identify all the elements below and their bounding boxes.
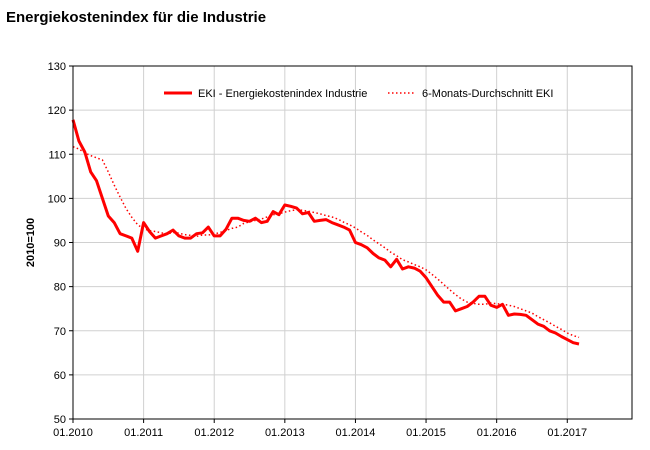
- legend-label-6-monats: 6-Monats-Durchschnitt EKI: [422, 88, 553, 100]
- series-line-6-monats: [72, 146, 580, 339]
- y-tick-label: 90: [54, 238, 66, 250]
- x-axis-tick-labels: 01.2010 01.2011 01.2012 01.2013 01.2014 01.20…: [53, 419, 587, 439]
- series-lines: [71, 119, 580, 346]
- x-tick-label: 01.2015: [406, 427, 446, 439]
- y-tick-label: 50: [54, 414, 66, 426]
- x-tick-label: 01.2012: [194, 427, 234, 439]
- x-tick-label: 01.2013: [265, 427, 305, 439]
- x-tick-label: 01.2011: [124, 427, 163, 439]
- x-tick-label: 01.2017: [547, 427, 587, 439]
- y-tick-label: 100: [48, 193, 66, 205]
- y-tick-label: 60: [54, 370, 66, 382]
- y-tick-label: 120: [48, 105, 66, 117]
- legend: EKI - Energiekostenindex Industrie 6-Mon…: [164, 88, 553, 100]
- legend-label-eki: EKI - Energiekostenindex Industrie: [198, 88, 367, 100]
- chart-title: Energiekostenindex für die Industrie: [6, 9, 267, 26]
- y-tick-label: 80: [54, 282, 66, 294]
- y-axis-tick-labels: 50 60 70 80 90 100 110 120 130: [48, 61, 73, 426]
- y-tick-label: 70: [54, 326, 66, 338]
- y-tick-label: 130: [48, 61, 66, 73]
- x-tick-label: 01.2014: [336, 427, 376, 439]
- series-line-eki: [71, 119, 580, 346]
- y-axis-label: 2010=100: [25, 218, 37, 267]
- x-tick-label: 01.2010: [53, 427, 93, 439]
- y-tick-label: 110: [48, 149, 66, 161]
- x-tick-label: 01.2016: [477, 427, 517, 439]
- plot-area-frame: [72, 65, 633, 420]
- gridlines: [72, 65, 632, 420]
